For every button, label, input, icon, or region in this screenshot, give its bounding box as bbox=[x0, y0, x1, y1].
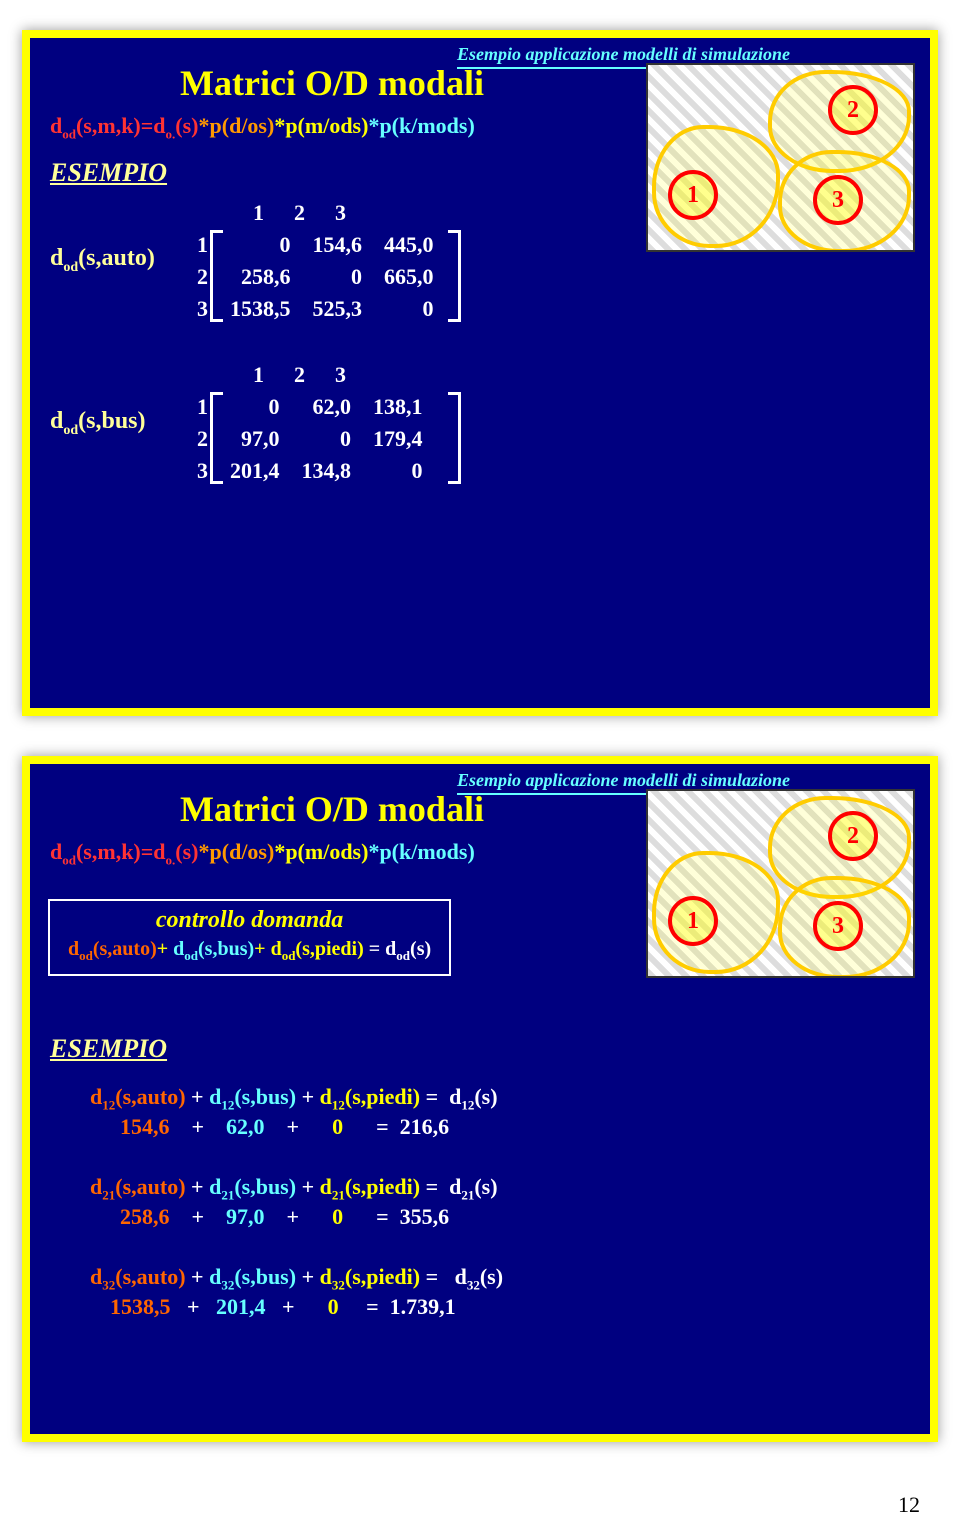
bracket-right-icon bbox=[448, 230, 461, 322]
zone-1: 1 bbox=[668, 170, 718, 220]
controllo-domanda: controllo domanda dod(s,auto)+ dod(s,bus… bbox=[48, 899, 451, 976]
bracket-left-icon bbox=[210, 392, 223, 484]
formula: dod(s,m,k)=do.(s)*p(d/os)*p(m/ods)*p(k/m… bbox=[50, 113, 475, 142]
formula-p3: *p(m/ods) bbox=[274, 839, 368, 864]
zone-2: 2 bbox=[828, 811, 878, 861]
zone-1: 1 bbox=[668, 896, 718, 946]
equation-32: d32(s,auto) + d32(s,bus) + d32(s,piedi) … bbox=[90, 1264, 503, 1293]
equation-21-values: 258,6 + 97,0 + 0 = 355,6 bbox=[120, 1204, 449, 1230]
zone-2: 2 bbox=[828, 85, 878, 135]
zone-3: 3 bbox=[813, 901, 863, 951]
formula-lhs: dod(s,m,k)=do.(s) bbox=[50, 113, 199, 138]
formula-p4: *p(k/mods) bbox=[368, 839, 474, 864]
formula-p3: *p(m/ods) bbox=[274, 113, 368, 138]
page: Esempio applicazione modelli di simulazi… bbox=[0, 30, 960, 1528]
slide-1: Esempio applicazione modelli di simulazi… bbox=[22, 30, 938, 716]
formula-p2: *p(d/os) bbox=[199, 113, 275, 138]
equation-12: d12(s,auto) + d12(s,bus) + d12(s,piedi) … bbox=[90, 1084, 498, 1113]
slide-2: Esempio applicazione modelli di simulazi… bbox=[22, 756, 938, 1442]
matrix-auto-body: 10154,6445,0 2258,60665,0 31538,5525,30 bbox=[185, 228, 446, 326]
matrix-bus-label: dod(s,bus) bbox=[50, 408, 146, 439]
formula: dod(s,m,k)=do.(s)*p(d/os)*p(m/ods)*p(k/m… bbox=[50, 839, 475, 868]
zone-map: 1 2 3 bbox=[646, 63, 915, 252]
bracket-right-icon bbox=[448, 392, 461, 484]
controllo-term-piedi: dod(s,piedi) bbox=[271, 938, 364, 960]
zone-map: 1 2 3 bbox=[646, 789, 915, 978]
slide-title: Matrici O/D modali bbox=[180, 62, 484, 104]
slide-title: Matrici O/D modali bbox=[180, 788, 484, 830]
matrix-auto: 1 2 3 10154,6445,0 2258,60665,0 31538,55… bbox=[185, 198, 446, 326]
bracket-left-icon bbox=[210, 230, 223, 322]
equation-12-values: 154,6 + 62,0 + 0 = 216,6 bbox=[120, 1114, 449, 1140]
equation-21: d21(s,auto) + d21(s,bus) + d21(s,piedi) … bbox=[90, 1174, 498, 1203]
matrix-auto-header: 1 2 3 bbox=[185, 198, 362, 228]
matrix-bus-header: 1 2 3 bbox=[185, 360, 362, 390]
esempio-label: ESEMPIO bbox=[50, 158, 167, 188]
esempio-label: ESEMPIO bbox=[50, 1034, 167, 1064]
zone-3: 3 bbox=[813, 175, 863, 225]
equation-32-values: 1538,5 + 201,4 + 0 = 1.739,1 bbox=[110, 1294, 456, 1320]
matrix-auto-label: dod(s,auto) bbox=[50, 245, 155, 276]
controllo-title: controllo domanda bbox=[68, 907, 431, 934]
formula-lhs: dod(s,m,k)=do.(s) bbox=[50, 839, 199, 864]
formula-p2: *p(d/os) bbox=[199, 839, 275, 864]
controllo-term-auto: dod(s,auto) bbox=[68, 938, 157, 960]
controllo-term-bus: dod(s,bus) bbox=[173, 938, 254, 960]
formula-p4: *p(k/mods) bbox=[368, 113, 474, 138]
page-number: 12 bbox=[898, 1492, 920, 1518]
